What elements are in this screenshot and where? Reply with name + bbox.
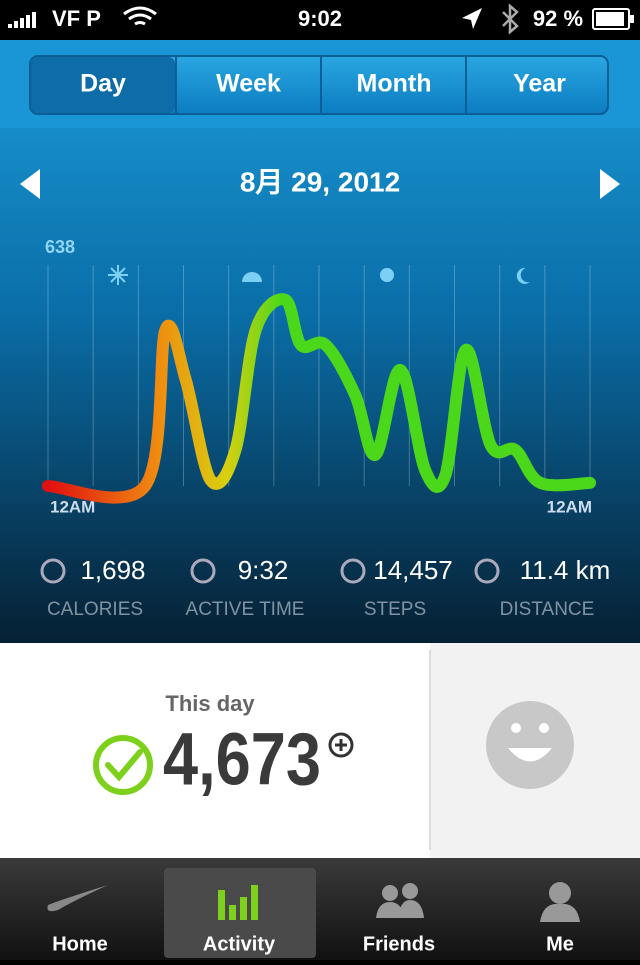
segment-tab[interactable]: Month <box>357 70 432 98</box>
x-tick-label: 12AM <box>547 497 592 516</box>
carrier: VF P <box>52 6 101 31</box>
stat-label: DISTANCE <box>500 599 595 620</box>
segment-selected <box>31 57 175 113</box>
status-bar <box>0 0 640 40</box>
stat-value: 9:32 <box>238 555 289 585</box>
battery-icon <box>592 8 634 30</box>
stat-label: STEPS <box>364 599 426 620</box>
wifi-icon <box>123 6 157 26</box>
activity-icon <box>218 885 258 920</box>
prev-day[interactable] <box>20 169 40 199</box>
nav-tab[interactable]: Friends <box>363 933 435 955</box>
nav-tab[interactable]: Activity <box>203 933 276 955</box>
summary-card <box>0 643 430 858</box>
nav-tab[interactable]: Me <box>546 933 574 955</box>
stat-value: 1,698 <box>80 555 145 585</box>
stat-icon <box>190 558 216 584</box>
friends-icon <box>376 883 424 918</box>
me-icon <box>540 882 580 922</box>
stat-icon <box>40 558 66 584</box>
signal <box>8 12 36 28</box>
smiley <box>486 701 574 789</box>
goal-check <box>93 735 153 795</box>
stat-label: CALORIES <box>47 599 143 620</box>
battery-percent: 92 % <box>533 6 583 31</box>
next-day[interactable] <box>600 169 620 199</box>
segment-tab[interactable]: Year <box>513 70 566 98</box>
stat-icon <box>474 558 500 584</box>
summary-label: This day <box>165 691 255 716</box>
x-tick-label: 12AM <box>50 497 95 516</box>
nav-tab[interactable]: Home <box>52 933 108 955</box>
home-icon <box>47 885 108 912</box>
segment-tab[interactable]: Day <box>80 70 126 98</box>
fuel-points: 4,673 <box>163 718 321 801</box>
location-icon <box>462 8 482 29</box>
clock: 9:02 <box>298 6 342 31</box>
plus-icon <box>328 732 354 758</box>
time-icons <box>108 265 530 285</box>
stat-value: 14,457 <box>373 555 453 585</box>
y-tick-label: 638 <box>45 237 75 257</box>
segment-tab[interactable]: Week <box>216 70 281 98</box>
date-label: 8月 29, 2012 <box>240 166 400 197</box>
stat-value: 11.4 km <box>520 555 611 585</box>
stat-icon <box>340 558 366 584</box>
stat-label: ACTIVE TIME <box>186 599 305 620</box>
activity-line <box>42 293 596 504</box>
bluetooth-icon <box>502 3 519 35</box>
tab-bar <box>0 858 640 960</box>
